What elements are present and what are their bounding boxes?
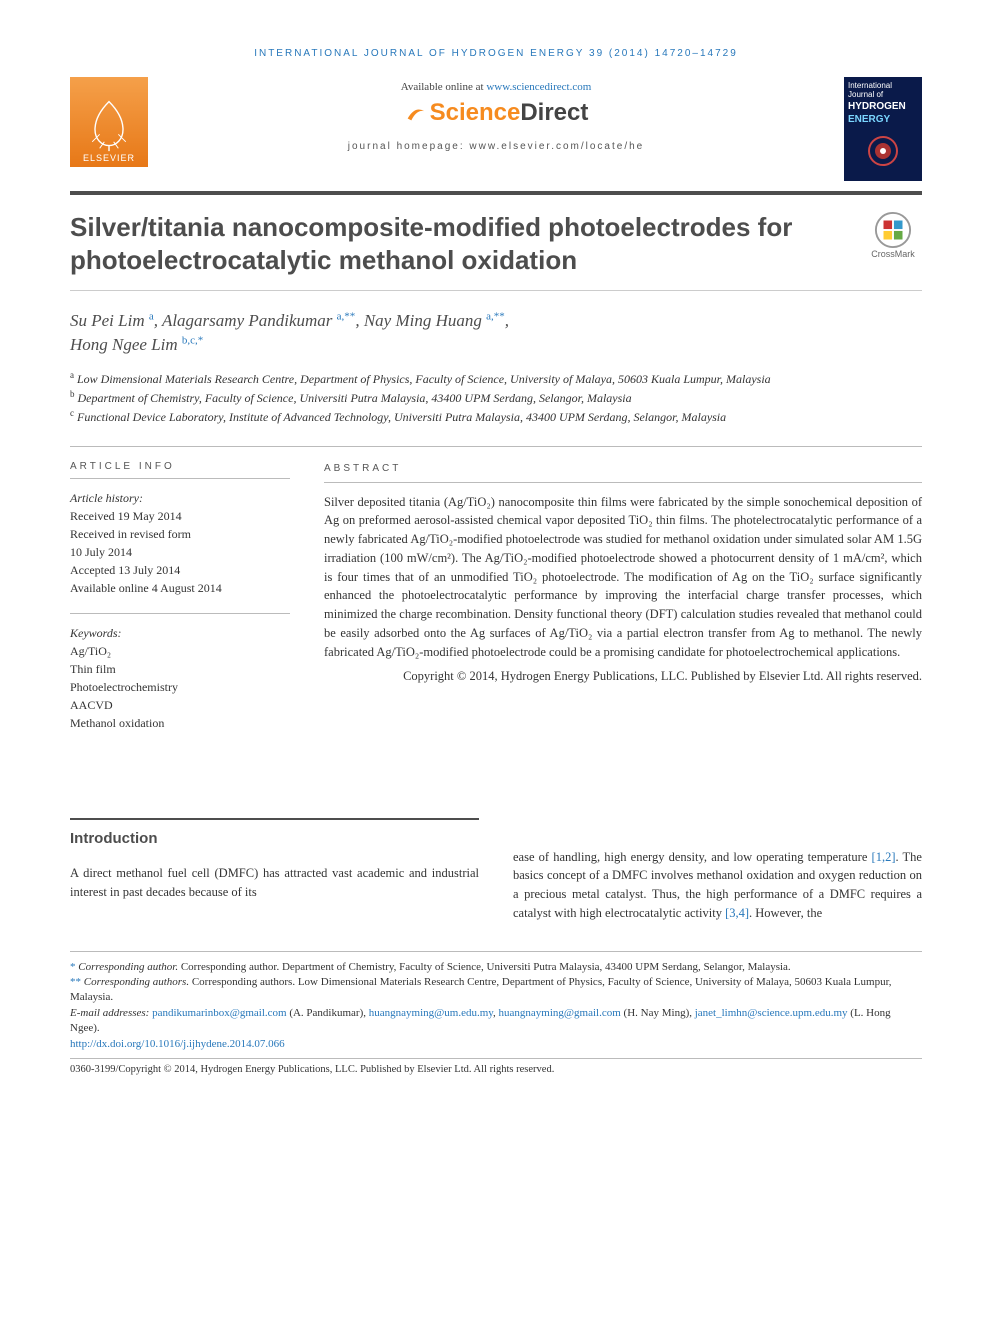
abstract-body: Silver deposited titania (Ag/TiO₂) nanoc… [324, 493, 922, 662]
intro-text: ease of handling, high energy density, a… [513, 850, 872, 864]
sciencedirect-logo: ScienceDirect [404, 99, 589, 127]
homepage-url[interactable]: www.elsevier.com/locate/he [469, 141, 644, 152]
intro-col-right: ease of handling, high energy density, a… [513, 818, 922, 923]
keywords-head: Keywords: [70, 624, 290, 642]
crossmark-icon [874, 211, 912, 249]
elsevier-logo: ELSEVIER [70, 77, 148, 167]
info-abstract-row: ARTICLE INFO Article history: Received 1… [70, 446, 922, 748]
footnotes: * Corresponding author. Corresponding au… [70, 951, 922, 1078]
citation[interactable]: [1,2] [872, 850, 896, 864]
intro-row: Introduction A direct methanol fuel cell… [70, 818, 922, 923]
history-line: Received 19 May 2014 [70, 507, 290, 525]
sciencedirect-url[interactable]: www.sciencedirect.com [486, 81, 591, 93]
history-line: 10 July 2014 [70, 543, 290, 561]
affiliation: a Low Dimensional Materials Research Cen… [70, 369, 922, 388]
article-info-head: ARTICLE INFO [70, 461, 290, 479]
keyword: Photoelectrochemistry [70, 678, 290, 696]
intro-col-left: Introduction A direct methanol fuel cell… [70, 818, 479, 923]
keyword: Methanol oxidation [70, 714, 290, 732]
cover-name-2: ENERGY [848, 114, 918, 125]
history-line: Accepted 13 July 2014 [70, 561, 290, 579]
available-text: Available online at [401, 81, 487, 93]
corresponding-note-2: ** Corresponding authors. Corresponding … [70, 975, 922, 1006]
affiliation: b Department of Chemistry, Faculty of Sc… [70, 388, 922, 407]
keyword: Ag/TiO₂ [70, 642, 290, 660]
keyword: Thin film [70, 660, 290, 678]
email-link[interactable]: huangnayming@gmail.com [499, 1007, 621, 1019]
email-line: E-mail addresses: pandikumarinbox@gmail.… [70, 1006, 922, 1037]
crossmark-badge[interactable]: CrossMark [864, 211, 922, 259]
available-online-line: Available online at www.sciencedirect.co… [164, 81, 828, 93]
history-line: Received in revised form [70, 525, 290, 543]
abstract-column: ABSTRACT Silver deposited titania (Ag/Ti… [324, 461, 922, 748]
doi-link[interactable]: http://dx.doi.org/10.1016/j.ijhydene.201… [70, 1038, 285, 1050]
cover-top-text: International Journal of [848, 81, 918, 99]
tree-icon [81, 97, 137, 153]
intro-para-1: A direct methanol fuel cell (DMFC) has a… [70, 864, 479, 902]
article-title: Silver/titania nanocomposite-modified ph… [70, 211, 854, 276]
footer-copyright: 0360-3199/Copyright © 2014, Hydrogen Ene… [70, 1058, 922, 1078]
header-center: Available online at www.sciencedirect.co… [164, 77, 828, 152]
cover-art [848, 125, 918, 177]
article-history: Article history: Received 19 May 2014 Re… [70, 489, 290, 597]
crossmark-label: CrossMark [871, 249, 915, 259]
running-head: INTERNATIONAL JOURNAL OF HYDROGEN ENERGY… [70, 48, 922, 59]
cover-name-1: HYDROGEN [848, 101, 918, 112]
affiliation-list: a Low Dimensional Materials Research Cen… [70, 369, 922, 426]
title-block: Silver/titania nanocomposite-modified ph… [70, 191, 922, 291]
elsevier-label: ELSEVIER [83, 153, 135, 163]
swirl-icon [863, 131, 903, 171]
section-title-introduction: Introduction [70, 818, 479, 851]
homepage-label: journal homepage: [348, 141, 470, 152]
author: Hong Ngee Lim b,c,* [70, 335, 203, 354]
sd-text: ScienceDirect [430, 99, 589, 127]
email-link[interactable]: huangnayming@um.edu.my [369, 1007, 493, 1019]
abstract-copyright: Copyright © 2014, Hydrogen Energy Public… [324, 667, 922, 686]
author: Nay Ming Huang a,** [364, 311, 505, 330]
author-list: Su Pei Lim a, Alagarsamy Pandikumar a,**… [70, 309, 922, 357]
sd-swoosh-icon [404, 102, 426, 124]
keyword: AACVD [70, 696, 290, 714]
affiliation: c Functional Device Laboratory, Institut… [70, 407, 922, 426]
email-link[interactable]: janet_limhn@science.upm.edu.my [695, 1007, 848, 1019]
journal-homepage-line: journal homepage: www.elsevier.com/locat… [164, 141, 828, 152]
author: Alagarsamy Pandikumar a,** [162, 311, 355, 330]
abstract-head: ABSTRACT [324, 461, 922, 483]
header-row: ELSEVIER Available online at www.science… [70, 77, 922, 181]
history-line: Available online 4 August 2014 [70, 579, 290, 597]
intro-text: . However, the [749, 906, 822, 920]
article-info-column: ARTICLE INFO Article history: Received 1… [70, 461, 290, 748]
author: Su Pei Lim a [70, 311, 154, 330]
journal-cover: International Journal of HYDROGEN ENERGY [844, 77, 922, 181]
citation[interactable]: [3,4] [725, 906, 749, 920]
history-head: Article history: [70, 489, 290, 507]
keywords-block: Keywords: Ag/TiO₂ Thin film Photoelectro… [70, 613, 290, 732]
corresponding-note-1: * Corresponding author. Corresponding au… [70, 960, 922, 975]
email-link[interactable]: pandikumarinbox@gmail.com [152, 1007, 286, 1019]
